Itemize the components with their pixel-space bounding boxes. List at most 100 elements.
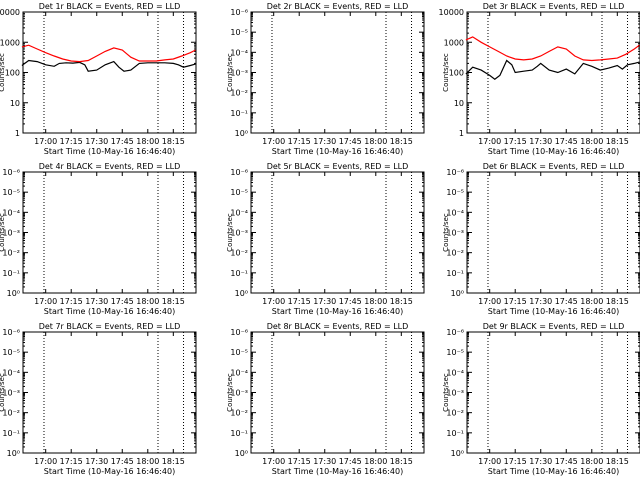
x-tick-label: 18:15 bbox=[162, 297, 185, 306]
y-tick-label: 10 bbox=[454, 99, 464, 108]
x-axis-label: Start Time (10-May-16 16:46:40) bbox=[488, 147, 619, 156]
y-tick-label: 10⁻³ bbox=[446, 389, 464, 398]
y-tick-label: 10⁻¹ bbox=[2, 429, 20, 438]
x-tick-label: 18:00 bbox=[580, 297, 603, 306]
x-tick-label: 17:15 bbox=[504, 297, 527, 306]
y-tick-label: 10⁻² bbox=[2, 409, 20, 418]
y-tick-label: 10⁻³ bbox=[230, 389, 248, 398]
panel-title: Det 3r BLACK = Events, RED = LLD bbox=[483, 2, 625, 11]
y-tick-label: 10⁻³ bbox=[2, 229, 20, 238]
y-tick-label: 10⁻³ bbox=[230, 69, 248, 78]
x-tick-label: 17:45 bbox=[339, 297, 362, 306]
x-tick-label: 17:45 bbox=[111, 457, 134, 466]
plot-frame bbox=[22, 11, 197, 134]
plot-frame bbox=[22, 171, 197, 294]
y-tick-label: 10⁰ bbox=[451, 449, 464, 458]
panel-1: Det 1r BLACK = Events, RED = LLD Counts/s… bbox=[0, 2, 197, 156]
x-tick-label: 18:15 bbox=[162, 137, 185, 146]
y-tick-label: 10⁻⁶ bbox=[2, 168, 20, 177]
plot-frame bbox=[466, 171, 640, 294]
panel-title: Det 5r BLACK = Events, RED = LLD bbox=[267, 162, 409, 171]
y-tick-label: 10⁻² bbox=[230, 89, 248, 98]
panel-7: Det 7r BLACK = Events, RED = LLD Counts/s… bbox=[0, 322, 197, 476]
x-tick-label: 17:00 bbox=[262, 297, 285, 306]
x-tick-label: 17:00 bbox=[478, 137, 501, 146]
y-tick-label: 1000 bbox=[0, 38, 20, 47]
x-tick-label: 17:00 bbox=[262, 137, 285, 146]
x-tick-label: 17:00 bbox=[34, 297, 57, 306]
x-tick-label: 17:15 bbox=[288, 457, 311, 466]
y-tick-label: 10⁻⁴ bbox=[2, 208, 20, 217]
x-tick-label: 17:30 bbox=[529, 297, 552, 306]
y-tick-label: 10⁻² bbox=[2, 249, 20, 258]
x-tick-label: 17:45 bbox=[339, 137, 362, 146]
x-tick-label: 18:15 bbox=[390, 137, 413, 146]
plot-frame bbox=[466, 331, 640, 454]
x-tick-label: 17:00 bbox=[478, 457, 501, 466]
y-tick-label: 10⁻⁶ bbox=[446, 328, 464, 337]
y-tick-label: 10⁻⁵ bbox=[2, 188, 20, 197]
y-tick-label: 1 bbox=[459, 129, 464, 138]
x-axis-label: Start Time (10-May-16 16:46:40) bbox=[44, 467, 175, 476]
y-axis-label: Counts/sec bbox=[442, 373, 450, 412]
x-tick-label: 17:45 bbox=[555, 137, 578, 146]
x-tick-label: 17:30 bbox=[313, 297, 336, 306]
y-axis-label: Counts/sec bbox=[226, 53, 234, 92]
y-tick-label: 10⁻⁴ bbox=[2, 368, 20, 377]
y-tick-label: 10⁻⁴ bbox=[446, 368, 464, 377]
x-tick-label: 17:15 bbox=[60, 137, 83, 146]
y-tick-label: 10⁻³ bbox=[230, 229, 248, 238]
y-tick-label: 10⁻⁶ bbox=[230, 328, 248, 337]
y-tick-label: 10⁰ bbox=[235, 449, 248, 458]
y-tick-label: 10⁰ bbox=[7, 449, 20, 458]
x-tick-label: 17:30 bbox=[529, 457, 552, 466]
y-axis-label: Counts/sec bbox=[226, 373, 234, 412]
x-tick-label: 18:00 bbox=[580, 137, 603, 146]
x-tick-label: 17:15 bbox=[60, 457, 83, 466]
x-tick-label: 18:00 bbox=[364, 137, 387, 146]
x-axis-label: Start Time (10-May-16 16:46:40) bbox=[488, 467, 619, 476]
panel-title: Det 9r BLACK = Events, RED = LLD bbox=[483, 322, 625, 331]
x-tick-label: 18:15 bbox=[390, 457, 413, 466]
x-tick-label: 17:15 bbox=[288, 137, 311, 146]
events-series-line bbox=[465, 59, 640, 80]
y-axis-label: Counts/sec bbox=[0, 213, 6, 252]
y-tick-label: 100 bbox=[449, 69, 464, 78]
x-tick-label: 17:30 bbox=[85, 457, 108, 466]
x-tick-label: 17:00 bbox=[478, 297, 501, 306]
panel-title: Det 7r BLACK = Events, RED = LLD bbox=[39, 322, 181, 331]
x-axis-label: Start Time (10-May-16 16:46:40) bbox=[488, 307, 619, 316]
y-axis-label: Counts/sec bbox=[442, 213, 450, 252]
y-tick-label: 10⁻⁵ bbox=[446, 348, 464, 357]
y-tick-label: 10⁻⁵ bbox=[230, 188, 248, 197]
y-tick-label: 10⁻⁵ bbox=[230, 28, 248, 37]
y-tick-label: 10⁻⁶ bbox=[2, 328, 20, 337]
x-axis-label: Start Time (10-May-16 16:46:40) bbox=[44, 307, 175, 316]
y-tick-label: 10000 bbox=[0, 8, 20, 17]
panel-3: Det 3r BLACK = Events, RED = LLD Counts/s… bbox=[439, 2, 640, 156]
plot-frame bbox=[250, 331, 425, 454]
y-tick-label: 10⁻⁵ bbox=[446, 188, 464, 197]
x-tick-label: 18:00 bbox=[364, 457, 387, 466]
y-tick-label: 10⁰ bbox=[451, 289, 464, 298]
plot-frame bbox=[250, 11, 425, 134]
y-tick-label: 10⁰ bbox=[235, 129, 248, 138]
plot-frame bbox=[250, 171, 425, 294]
x-tick-label: 17:45 bbox=[555, 297, 578, 306]
y-tick-label: 10⁻² bbox=[446, 409, 464, 418]
y-tick-label: 100 bbox=[5, 69, 20, 78]
y-tick-label: 10⁻¹ bbox=[230, 429, 248, 438]
y-tick-label: 10000 bbox=[439, 8, 464, 17]
y-tick-label: 10⁻⁴ bbox=[230, 208, 248, 217]
x-tick-label: 17:30 bbox=[85, 137, 108, 146]
x-tick-label: 17:45 bbox=[339, 457, 362, 466]
y-tick-label: 10⁻⁴ bbox=[230, 48, 248, 57]
y-tick-label: 10⁻⁶ bbox=[230, 8, 248, 17]
x-axis-label: Start Time (10-May-16 16:46:40) bbox=[272, 147, 403, 156]
events-series-line bbox=[21, 59, 196, 72]
x-axis-label: Start Time (10-May-16 16:46:40) bbox=[44, 147, 175, 156]
x-tick-label: 18:00 bbox=[364, 297, 387, 306]
x-tick-label: 17:15 bbox=[504, 137, 527, 146]
x-tick-label: 18:00 bbox=[136, 137, 159, 146]
